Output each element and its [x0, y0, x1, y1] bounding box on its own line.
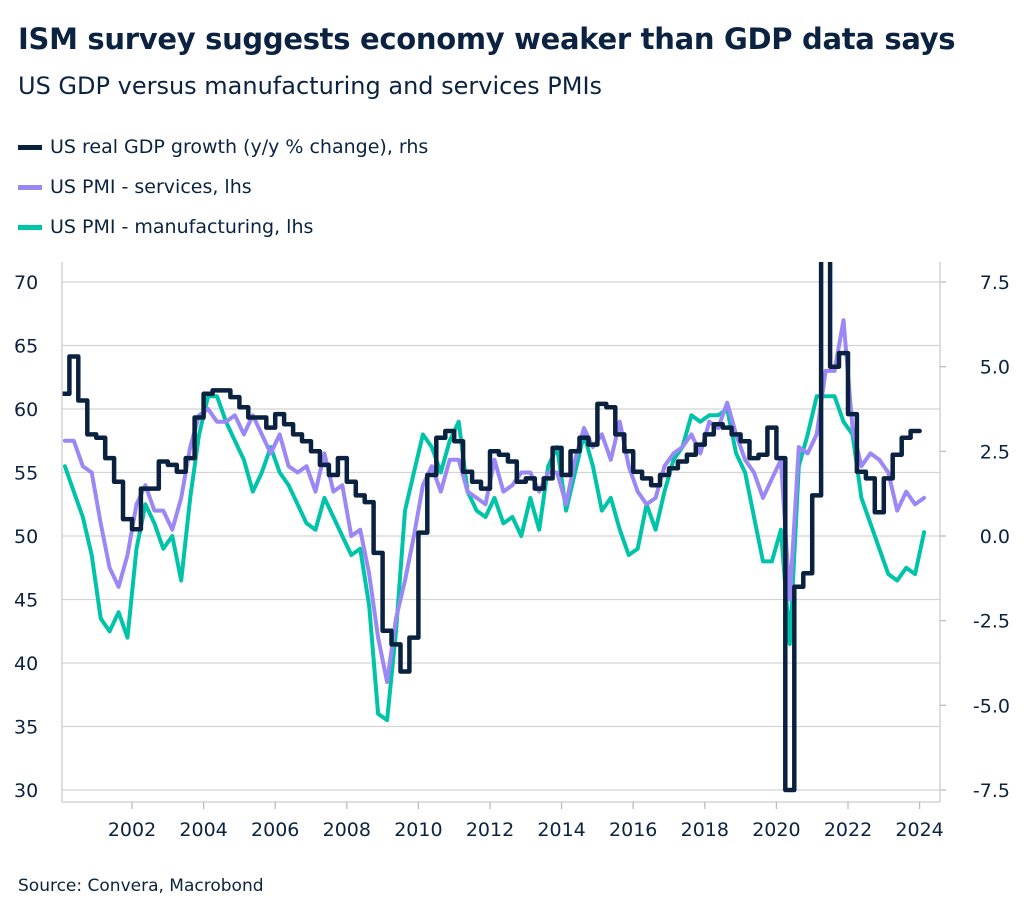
y-left-tick-label: 65	[14, 336, 38, 358]
x-tick-label: 2012	[466, 819, 514, 841]
y-left-tick-label: 30	[14, 780, 38, 802]
y-left-tick-label: 55	[14, 463, 38, 485]
source-note: Source: Convera, Macrobond	[18, 876, 264, 896]
legend-swatch-gdp	[18, 144, 42, 150]
x-tick-label: 2022	[824, 819, 872, 841]
x-tick-label: 2014	[537, 819, 585, 841]
y-right-tick-label: -2.5	[973, 611, 1010, 633]
legend-item-services: US PMI - services, lhs	[18, 176, 252, 198]
y-left-tick-label: 70	[14, 272, 38, 294]
y-right-tick-label: 7.5	[980, 272, 1010, 294]
series-line-manufacturing	[62, 394, 927, 723]
y-left-tick-label: 50	[14, 526, 38, 548]
x-tick-label: 2002	[108, 819, 156, 841]
x-tick-label: 2010	[394, 819, 442, 841]
legend-label-manufacturing: US PMI - manufacturing, lhs	[50, 216, 314, 238]
legend-swatch-manufacturing	[18, 224, 42, 230]
legend-swatch-services	[18, 184, 42, 190]
chart-title: ISM survey suggests economy weaker than …	[18, 22, 956, 56]
y-right-tick-label: 2.5	[980, 441, 1010, 463]
y-right-tick-label: -7.5	[973, 780, 1010, 802]
y-left-tick-label: 40	[14, 653, 38, 675]
legend-label-gdp: US real GDP growth (y/y % change), rhs	[50, 136, 429, 158]
x-tick-label: 2018	[681, 819, 729, 841]
y-left-tick-label: 45	[14, 590, 38, 612]
x-tick-label: 2004	[179, 819, 227, 841]
x-tick-label: 2008	[323, 819, 371, 841]
x-tick-label: 2006	[251, 819, 299, 841]
y-left-tick-label: 60	[14, 399, 38, 421]
chart-subtitle: US GDP versus manufacturing and services…	[18, 72, 603, 100]
y-right-tick-label: 0.0	[980, 526, 1010, 548]
legend-item-manufacturing: US PMI - manufacturing, lhs	[18, 216, 313, 238]
x-tick-label: 2020	[752, 819, 800, 841]
y-left-tick-label: 35	[14, 717, 38, 739]
y-right-tick-label: -5.0	[973, 695, 1010, 717]
legend-label-services: US PMI - services, lhs	[50, 176, 252, 198]
x-tick-label: 2016	[609, 819, 657, 841]
x-tick-label: 2024	[895, 819, 943, 841]
legend-item-gdp: US real GDP growth (y/y % change), rhs	[18, 136, 428, 158]
series-line-gdp	[62, 262, 922, 793]
y-right-tick-label: 5.0	[980, 357, 1010, 379]
